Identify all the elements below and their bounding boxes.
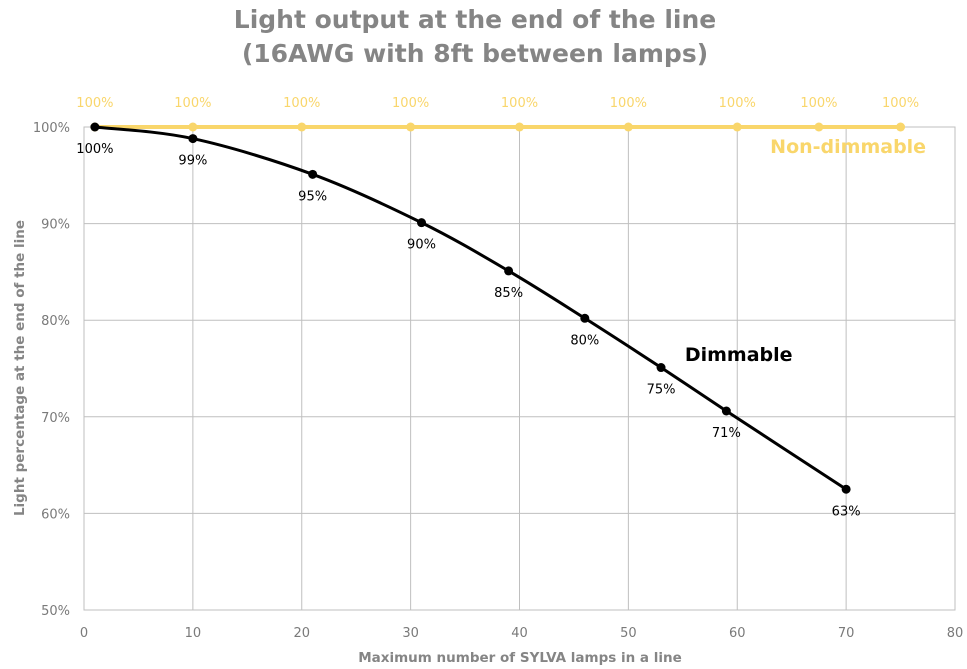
dimmable-data-label: 100% xyxy=(76,142,113,157)
non-dimmable-data-label: 100% xyxy=(392,96,429,111)
dimmable-point xyxy=(417,218,427,228)
non-dimmable-data-label: 100% xyxy=(501,96,538,111)
non-dimmable-data-label: 100% xyxy=(610,96,647,111)
x-tick-label: 80 xyxy=(947,626,964,641)
non-dimmable-data-label: 100% xyxy=(719,96,756,111)
x-tick-label: 60 xyxy=(729,626,746,641)
y-tick-label: 70% xyxy=(41,411,70,426)
dimmable-point xyxy=(504,266,514,276)
dimmable-point xyxy=(308,169,318,179)
dimmable-data-label: 75% xyxy=(647,383,676,398)
y-tick-label: 50% xyxy=(41,604,70,619)
dimmable-data-label: 85% xyxy=(494,286,523,301)
chart-title-line-1: Light output at the end of the line xyxy=(234,5,716,34)
y-axis-label: Light percentage at the end of the line xyxy=(12,220,28,516)
legend-label-dimmable: Dimmable xyxy=(685,344,793,366)
x-tick-label: 30 xyxy=(402,626,419,641)
dimmable-data-label: 80% xyxy=(570,333,599,348)
non-dimmable-point xyxy=(732,122,742,132)
dimmable-point xyxy=(721,406,731,416)
x-tick-label: 10 xyxy=(185,626,202,641)
x-axis-label: Maximum number of SYLVA lamps in a line xyxy=(358,650,682,665)
gridlines xyxy=(83,126,956,611)
x-tick-label: 50 xyxy=(620,626,637,641)
non-dimmable-data-label: 100% xyxy=(882,96,919,111)
dimmable-data-label: 90% xyxy=(407,238,436,253)
non-dimmable-point xyxy=(188,122,198,132)
dimmable-point xyxy=(90,122,100,132)
non-dimmable-data-label: 100% xyxy=(800,96,837,111)
dimmable-point xyxy=(188,134,198,144)
axis-ticks: 0 10 20 30 40 50 60 70 80 50% 60% 70% 80% 90% 100% xyxy=(33,121,963,641)
x-tick-label: 70 xyxy=(838,626,855,641)
dimmable-data-label: 95% xyxy=(298,189,327,204)
chart-title-line-2: (16AWG with 8ft between lamps) xyxy=(242,39,708,68)
x-tick-label: 40 xyxy=(511,626,528,641)
y-tick-label: 90% xyxy=(41,218,70,233)
series-layer: 100% 100% 100% 100% 100% 100% 100% 100% 100% Non-… xyxy=(76,96,926,519)
dimmable-data-label: 71% xyxy=(712,426,741,441)
y-tick-label: 100% xyxy=(33,121,70,136)
non-dimmable-point xyxy=(515,122,524,132)
legend-label-non-dimmable: Non-dimmable xyxy=(770,136,926,158)
non-dimmable-data-label: 100% xyxy=(174,96,211,111)
dimmable-point xyxy=(580,313,590,323)
x-tick-label: 0 xyxy=(80,626,88,641)
dimmable-point xyxy=(656,363,666,373)
dimmable-point xyxy=(841,484,851,494)
non-dimmable-point xyxy=(896,122,906,132)
y-tick-label: 60% xyxy=(41,507,70,522)
dimmable-data-label: 99% xyxy=(178,154,207,169)
non-dimmable-point xyxy=(623,122,633,132)
non-dimmable-point xyxy=(814,122,824,132)
non-dimmable-data-label: 100% xyxy=(76,96,113,111)
non-dimmable-point xyxy=(406,122,416,132)
y-tick-label: 80% xyxy=(41,314,70,329)
dimmable-data-label: 63% xyxy=(832,504,861,519)
x-tick-label: 20 xyxy=(293,626,310,641)
non-dimmable-point xyxy=(297,122,307,132)
non-dimmable-data-label: 100% xyxy=(283,96,320,111)
